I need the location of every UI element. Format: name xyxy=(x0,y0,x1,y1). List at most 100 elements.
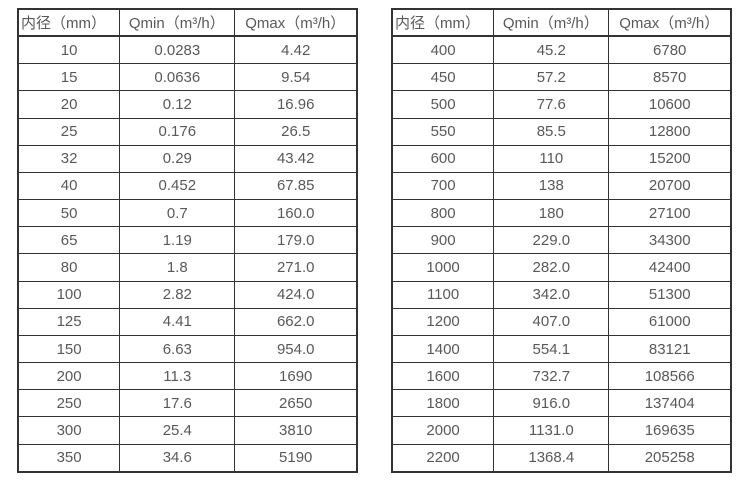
table-cell: 16.96 xyxy=(234,90,358,119)
table-cell: 25.4 xyxy=(119,416,236,445)
table-cell: 50 xyxy=(17,199,121,228)
table-cell: 26.5 xyxy=(234,117,358,146)
table-cell: 51300 xyxy=(608,280,732,309)
table-cell: 700 xyxy=(391,171,495,201)
table-cell: 34300 xyxy=(608,226,732,255)
table-cell: 160.0 xyxy=(234,199,358,228)
table-row: 700 138 20700 xyxy=(391,171,732,201)
table-cell: 205258 xyxy=(608,443,732,473)
table-cell: 25 xyxy=(17,117,121,146)
table-cell: 954.0 xyxy=(234,334,358,364)
table-cell: 0.176 xyxy=(119,117,236,146)
table-cell: 8570 xyxy=(608,63,732,92)
table-cell: 229.0 xyxy=(493,226,610,255)
column-header-qmin: Qmin（m³/h） xyxy=(493,8,610,37)
table-row: 500 77.6 10600 xyxy=(391,90,732,119)
table-cell: 9.54 xyxy=(234,63,358,92)
table-cell: 83121 xyxy=(608,334,732,364)
table-cell: 1.19 xyxy=(119,226,236,255)
flow-range-table-left: 内径（mm） Qmin（m³/h） Qmax（m³/h） 10 0.0283 4.4… xyxy=(17,8,358,473)
table-cell: 125 xyxy=(17,307,121,336)
table-row: 10 0.0283 4.42 xyxy=(17,35,358,65)
table-cell: 2.82 xyxy=(119,280,236,309)
table-cell: 57.2 xyxy=(493,63,610,92)
table-row: 150 6.63 954.0 xyxy=(17,334,358,364)
table-cell: 0.0636 xyxy=(119,63,236,92)
table-cell: 1200 xyxy=(391,307,495,336)
table-cell: 0.452 xyxy=(119,171,236,201)
table-cell: 85.5 xyxy=(493,117,610,146)
table-cell: 169635 xyxy=(608,416,732,445)
table-cell: 2650 xyxy=(234,389,358,418)
table-cell: 108566 xyxy=(608,362,732,391)
table-cell: 12800 xyxy=(608,117,732,146)
table-cell: 550 xyxy=(391,117,495,146)
table-cell: 40 xyxy=(17,171,121,201)
table-header-right: 内径（mm） Qmin（m³/h） Qmax（m³/h） xyxy=(391,8,732,37)
table-cell: 4.41 xyxy=(119,307,236,336)
flow-range-table-right: 内径（mm） Qmin（m³/h） Qmax（m³/h） 400 45.2 6780… xyxy=(391,8,732,473)
table-cell: 61000 xyxy=(608,307,732,336)
table-cell: 916.0 xyxy=(493,389,610,418)
table-cell: 1690 xyxy=(234,362,358,391)
table-cell: 17.6 xyxy=(119,389,236,418)
table-cell: 65 xyxy=(17,226,121,255)
table-row: 300 25.4 3810 xyxy=(17,416,358,445)
table-cell: 0.29 xyxy=(119,144,236,173)
table-cell: 282.0 xyxy=(493,253,610,282)
table-cell: 1368.4 xyxy=(493,443,610,473)
table-cell: 1000 xyxy=(391,253,495,282)
table-cell: 5190 xyxy=(234,443,358,473)
table-cell: 271.0 xyxy=(234,253,358,282)
table-cell: 100 xyxy=(17,280,121,309)
table-body-left: 10 0.0283 4.42 15 0.0636 9.54 20 0.12 16.96 25 0.1… xyxy=(17,35,358,473)
table-cell: 900 xyxy=(391,226,495,255)
header-row: 内径（mm） Qmin（m³/h） Qmax（m³/h） xyxy=(391,8,732,37)
table-row: 50 0.7 160.0 xyxy=(17,199,358,228)
table-row: 900 229.0 34300 xyxy=(391,226,732,255)
table-row: 800 180 27100 xyxy=(391,199,732,228)
table-body-right: 400 45.2 6780 450 57.2 8570 500 77.6 10600 550 85.… xyxy=(391,35,732,473)
table-row: 2200 1368.4 205258 xyxy=(391,443,732,473)
table-row: 20 0.12 16.96 xyxy=(17,90,358,119)
table-cell: 600 xyxy=(391,144,495,173)
table-cell: 554.1 xyxy=(493,334,610,364)
column-header-diameter: 内径（mm） xyxy=(391,8,495,37)
table-row: 32 0.29 43.42 xyxy=(17,144,358,173)
table-cell: 15200 xyxy=(608,144,732,173)
table-cell: 662.0 xyxy=(234,307,358,336)
table-cell: 407.0 xyxy=(493,307,610,336)
table-cell: 1.8 xyxy=(119,253,236,282)
table-row: 350 34.6 5190 xyxy=(17,443,358,473)
table-row: 1200 407.0 61000 xyxy=(391,307,732,336)
table-row: 1400 554.1 83121 xyxy=(391,334,732,364)
table-row: 600 110 15200 xyxy=(391,144,732,173)
table-cell: 20700 xyxy=(608,171,732,201)
table-cell: 32 xyxy=(17,144,121,173)
column-header-diameter: 内径（mm） xyxy=(17,8,121,37)
table-cell: 34.6 xyxy=(119,443,236,473)
table-cell: 15 xyxy=(17,63,121,92)
table-cell: 800 xyxy=(391,199,495,228)
table-cell: 77.6 xyxy=(493,90,610,119)
table-row: 100 2.82 424.0 xyxy=(17,280,358,309)
table-cell: 350 xyxy=(17,443,121,473)
table-row: 550 85.5 12800 xyxy=(391,117,732,146)
table-header-left: 内径（mm） Qmin（m³/h） Qmax（m³/h） xyxy=(17,8,358,37)
table-cell: 10600 xyxy=(608,90,732,119)
table-row: 250 17.6 2650 xyxy=(17,389,358,418)
table-cell: 2200 xyxy=(391,443,495,473)
table-cell: 45.2 xyxy=(493,35,610,65)
table-row: 25 0.176 26.5 xyxy=(17,117,358,146)
table-cell: 450 xyxy=(391,63,495,92)
table-cell: 179.0 xyxy=(234,226,358,255)
table-cell: 0.12 xyxy=(119,90,236,119)
table-cell: 20 xyxy=(17,90,121,119)
table-row: 40 0.452 67.85 xyxy=(17,171,358,201)
table-row: 1800 916.0 137404 xyxy=(391,389,732,418)
table-row: 65 1.19 179.0 xyxy=(17,226,358,255)
table-cell: 27100 xyxy=(608,199,732,228)
table-cell: 300 xyxy=(17,416,121,445)
table-cell: 138 xyxy=(493,171,610,201)
